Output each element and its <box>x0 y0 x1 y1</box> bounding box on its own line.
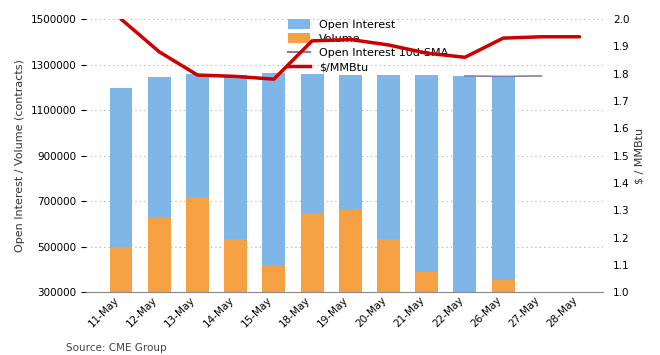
Bar <box>110 247 133 293</box>
Bar <box>263 266 285 293</box>
Bar <box>339 211 362 293</box>
Bar <box>110 88 133 293</box>
$/MMBtu <box>346 37 354 42</box>
Bar <box>300 213 323 293</box>
Bar <box>377 239 400 293</box>
$/MMBtu <box>385 43 393 47</box>
Bar <box>492 280 515 293</box>
Y-axis label: Open Interest / Volume (contracts): Open Interest / Volume (contracts) <box>15 59 25 252</box>
Bar <box>186 74 209 293</box>
$/MMBtu <box>193 73 201 77</box>
Bar <box>263 72 285 293</box>
$/MMBtu <box>423 51 431 55</box>
$/MMBtu <box>576 35 583 39</box>
Open Interest 10d-SMA <box>499 74 507 78</box>
Bar <box>148 77 171 293</box>
Bar <box>148 218 171 293</box>
Bar <box>453 76 477 293</box>
Bar <box>415 272 438 293</box>
Bar <box>339 75 362 293</box>
Bar <box>453 293 477 296</box>
Bar <box>377 75 400 293</box>
$/MMBtu <box>155 50 163 54</box>
$/MMBtu <box>308 39 316 43</box>
Legend: Open Interest, Volume, Open Interest 10d-SMA, $/MMBtu: Open Interest, Volume, Open Interest 10d… <box>288 19 448 72</box>
Bar <box>224 239 247 293</box>
Bar <box>300 74 323 293</box>
$/MMBtu <box>461 55 469 59</box>
$/MMBtu <box>270 77 278 81</box>
Bar <box>415 75 438 293</box>
Open Interest 10d-SMA <box>537 74 545 78</box>
$/MMBtu <box>537 35 545 39</box>
Y-axis label: $ / MMBtu: $ / MMBtu <box>635 127 645 184</box>
$/MMBtu <box>117 17 125 21</box>
Open Interest 10d-SMA <box>461 74 469 78</box>
Line: $/MMBtu: $/MMBtu <box>121 19 579 79</box>
Bar <box>492 77 515 293</box>
Bar <box>224 75 247 293</box>
Bar <box>186 197 209 293</box>
$/MMBtu <box>499 36 507 40</box>
$/MMBtu <box>232 74 240 78</box>
Text: Source: CME Group: Source: CME Group <box>66 343 166 354</box>
